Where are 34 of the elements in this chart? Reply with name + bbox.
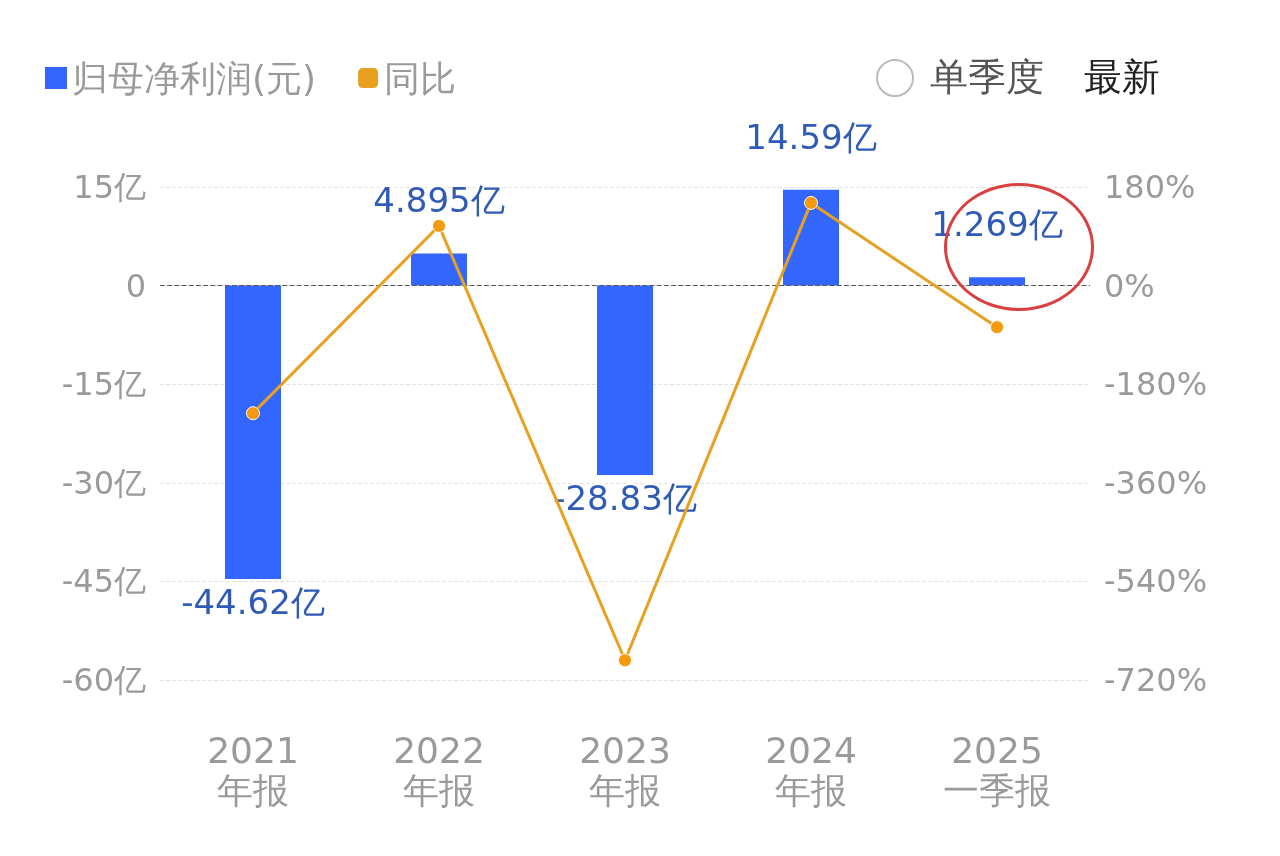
y2-tick-label: -540%	[1104, 562, 1208, 601]
point	[246, 406, 260, 421]
x-tick-label: 2021 年报	[207, 729, 299, 811]
bar	[969, 277, 1025, 286]
text: 单季度	[930, 54, 1044, 101]
point	[618, 653, 632, 668]
point	[432, 218, 446, 233]
legend-label: 同比	[384, 57, 457, 99]
y2-tick-label: 180%	[1104, 168, 1196, 206]
point	[804, 195, 818, 210]
x-tick-label: 2022 年报	[393, 729, 485, 811]
point	[990, 320, 1004, 335]
y2-tick-label: -360%	[1104, 463, 1208, 502]
bar	[783, 189, 839, 286]
bar	[225, 285, 281, 579]
y-tick-label: -60亿	[61, 661, 146, 699]
legend-label: 归母净利润(元)	[72, 57, 317, 99]
y-tick-label: 15亿	[73, 168, 146, 206]
data-label: 4.895亿	[373, 180, 505, 221]
x-tick-label: 2023 年报	[579, 729, 671, 811]
y2-tick-label: -180%	[1104, 365, 1208, 404]
x-tick-label: 2024 年报	[765, 729, 857, 811]
y-tick-label: -30亿	[61, 463, 146, 502]
bar	[411, 253, 467, 286]
y-tick-label: 0	[125, 266, 146, 305]
data-label: 14.59亿	[745, 116, 877, 157]
bar	[597, 285, 653, 476]
x-tick-label: 2025 一季报	[943, 729, 1051, 811]
data-label: -44.62亿	[181, 581, 325, 622]
text: 最新	[1084, 54, 1160, 101]
y2-tick-label: -720%	[1104, 661, 1208, 699]
y-tick-label: -45亿	[61, 562, 146, 601]
y-tick-label: -15亿	[61, 365, 146, 404]
y2-tick-label: 0%	[1104, 266, 1155, 305]
